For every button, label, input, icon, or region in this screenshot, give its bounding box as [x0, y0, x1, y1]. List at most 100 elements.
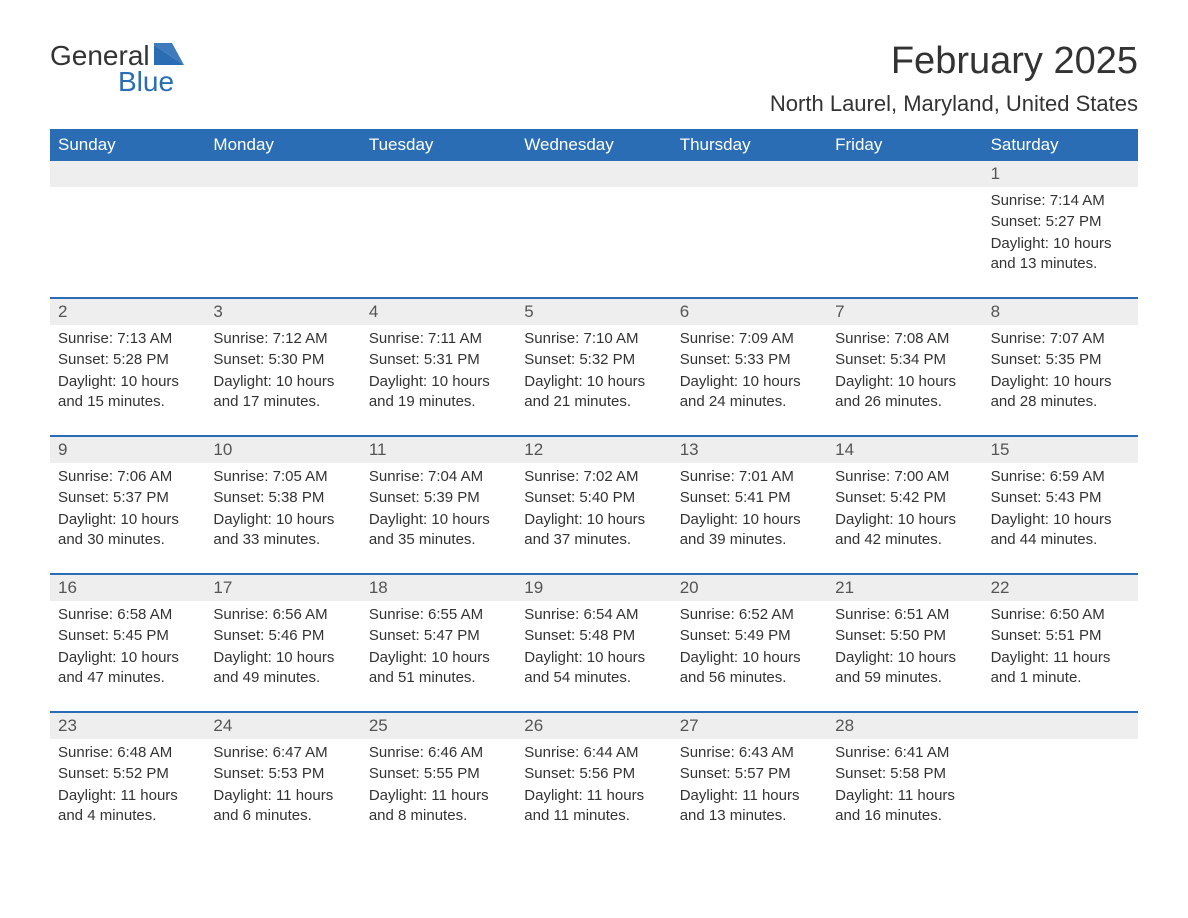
day-cell: Sunrise: 7:14 AMSunset: 5:27 PMDaylight:…: [983, 187, 1138, 297]
day-number: 26: [516, 713, 671, 739]
day-cell: Sunrise: 6:51 AMSunset: 5:50 PMDaylight:…: [827, 601, 982, 711]
day-info: Sunrise: 6:41 AMSunset: 5:58 PMDaylight:…: [835, 743, 974, 826]
daylight-text: Daylight: 11 hours and 13 minutes.: [680, 786, 819, 827]
sunset-text: Sunset: 5:49 PM: [680, 626, 819, 646]
day-cell: [361, 187, 516, 297]
day-header-wednesday: Wednesday: [516, 129, 671, 161]
sunrise-text: Sunrise: 7:06 AM: [58, 467, 197, 487]
day-info: Sunrise: 7:02 AMSunset: 5:40 PMDaylight:…: [524, 467, 663, 550]
day-cell: Sunrise: 7:08 AMSunset: 5:34 PMDaylight:…: [827, 325, 982, 435]
day-cell: Sunrise: 7:01 AMSunset: 5:41 PMDaylight:…: [672, 463, 827, 573]
day-cell: [983, 739, 1138, 849]
day-cell: Sunrise: 7:00 AMSunset: 5:42 PMDaylight:…: [827, 463, 982, 573]
day-cell: Sunrise: 7:12 AMSunset: 5:30 PMDaylight:…: [205, 325, 360, 435]
day-info: Sunrise: 6:51 AMSunset: 5:50 PMDaylight:…: [835, 605, 974, 688]
day-number: 19: [516, 575, 671, 601]
day-cell: Sunrise: 6:43 AMSunset: 5:57 PMDaylight:…: [672, 739, 827, 849]
sunset-text: Sunset: 5:53 PM: [213, 764, 352, 784]
day-cell: Sunrise: 6:47 AMSunset: 5:53 PMDaylight:…: [205, 739, 360, 849]
day-cell: Sunrise: 7:09 AMSunset: 5:33 PMDaylight:…: [672, 325, 827, 435]
sunrise-text: Sunrise: 7:10 AM: [524, 329, 663, 349]
sunset-text: Sunset: 5:28 PM: [58, 350, 197, 370]
day-number: 6: [672, 299, 827, 325]
day-number: [827, 161, 982, 187]
sunset-text: Sunset: 5:30 PM: [213, 350, 352, 370]
day-cell: Sunrise: 7:04 AMSunset: 5:39 PMDaylight:…: [361, 463, 516, 573]
day-number: 5: [516, 299, 671, 325]
sunrise-text: Sunrise: 6:47 AM: [213, 743, 352, 763]
daylight-text: Daylight: 10 hours and 13 minutes.: [991, 234, 1130, 275]
day-number: 17: [205, 575, 360, 601]
daylight-text: Daylight: 10 hours and 21 minutes.: [524, 372, 663, 413]
day-cell: Sunrise: 6:56 AMSunset: 5:46 PMDaylight:…: [205, 601, 360, 711]
day-info: Sunrise: 6:54 AMSunset: 5:48 PMDaylight:…: [524, 605, 663, 688]
day-number: 3: [205, 299, 360, 325]
day-cell: Sunrise: 6:52 AMSunset: 5:49 PMDaylight:…: [672, 601, 827, 711]
day-info: Sunrise: 7:05 AMSunset: 5:38 PMDaylight:…: [213, 467, 352, 550]
sunrise-text: Sunrise: 7:13 AM: [58, 329, 197, 349]
day-cell: Sunrise: 6:50 AMSunset: 5:51 PMDaylight:…: [983, 601, 1138, 711]
daylight-text: Daylight: 10 hours and 24 minutes.: [680, 372, 819, 413]
daylight-text: Daylight: 10 hours and 33 minutes.: [213, 510, 352, 551]
day-cell: Sunrise: 6:54 AMSunset: 5:48 PMDaylight:…: [516, 601, 671, 711]
day-cell: Sunrise: 7:05 AMSunset: 5:38 PMDaylight:…: [205, 463, 360, 573]
daylight-text: Daylight: 10 hours and 49 minutes.: [213, 648, 352, 689]
day-cell: Sunrise: 7:06 AMSunset: 5:37 PMDaylight:…: [50, 463, 205, 573]
daylight-text: Daylight: 11 hours and 1 minute.: [991, 648, 1130, 689]
day-cell: Sunrise: 6:58 AMSunset: 5:45 PMDaylight:…: [50, 601, 205, 711]
day-number: 21: [827, 575, 982, 601]
day-number: 10: [205, 437, 360, 463]
day-headers-row: Sunday Monday Tuesday Wednesday Thursday…: [50, 129, 1138, 161]
sunset-text: Sunset: 5:45 PM: [58, 626, 197, 646]
day-number: 11: [361, 437, 516, 463]
sunrise-text: Sunrise: 6:41 AM: [835, 743, 974, 763]
day-cell: Sunrise: 6:59 AMSunset: 5:43 PMDaylight:…: [983, 463, 1138, 573]
day-cell: Sunrise: 6:41 AMSunset: 5:58 PMDaylight:…: [827, 739, 982, 849]
day-cell: Sunrise: 6:55 AMSunset: 5:47 PMDaylight:…: [361, 601, 516, 711]
sunrise-text: Sunrise: 7:11 AM: [369, 329, 508, 349]
day-info: Sunrise: 7:12 AMSunset: 5:30 PMDaylight:…: [213, 329, 352, 412]
sunrise-text: Sunrise: 7:08 AM: [835, 329, 974, 349]
sunrise-text: Sunrise: 7:09 AM: [680, 329, 819, 349]
sunrise-text: Sunrise: 6:44 AM: [524, 743, 663, 763]
sunrise-text: Sunrise: 6:46 AM: [369, 743, 508, 763]
week-row: Sunrise: 6:48 AMSunset: 5:52 PMDaylight:…: [50, 739, 1138, 849]
day-cell: [827, 187, 982, 297]
day-number-row: 9101112131415: [50, 435, 1138, 463]
day-number: 12: [516, 437, 671, 463]
day-info: Sunrise: 6:47 AMSunset: 5:53 PMDaylight:…: [213, 743, 352, 826]
day-info: Sunrise: 7:04 AMSunset: 5:39 PMDaylight:…: [369, 467, 508, 550]
title-block: February 2025 North Laurel, Maryland, Un…: [770, 40, 1138, 117]
sunrise-text: Sunrise: 6:51 AM: [835, 605, 974, 625]
day-info: Sunrise: 7:14 AMSunset: 5:27 PMDaylight:…: [991, 191, 1130, 274]
day-header-tuesday: Tuesday: [361, 129, 516, 161]
day-number: 23: [50, 713, 205, 739]
day-number: 2: [50, 299, 205, 325]
day-header-friday: Friday: [827, 129, 982, 161]
sunset-text: Sunset: 5:47 PM: [369, 626, 508, 646]
sunset-text: Sunset: 5:27 PM: [991, 212, 1130, 232]
header: General Blue February 2025 North Laurel,…: [50, 40, 1138, 117]
sunrise-text: Sunrise: 6:48 AM: [58, 743, 197, 763]
sunset-text: Sunset: 5:41 PM: [680, 488, 819, 508]
daylight-text: Daylight: 10 hours and 59 minutes.: [835, 648, 974, 689]
day-cell: [672, 187, 827, 297]
day-info: Sunrise: 7:13 AMSunset: 5:28 PMDaylight:…: [58, 329, 197, 412]
day-info: Sunrise: 6:48 AMSunset: 5:52 PMDaylight:…: [58, 743, 197, 826]
daylight-text: Daylight: 11 hours and 11 minutes.: [524, 786, 663, 827]
day-header-monday: Monday: [205, 129, 360, 161]
sunset-text: Sunset: 5:51 PM: [991, 626, 1130, 646]
day-number: 14: [827, 437, 982, 463]
sunrise-text: Sunrise: 6:54 AM: [524, 605, 663, 625]
day-number-row: 2345678: [50, 297, 1138, 325]
sunrise-text: Sunrise: 6:50 AM: [991, 605, 1130, 625]
day-number: [672, 161, 827, 187]
day-info: Sunrise: 6:55 AMSunset: 5:47 PMDaylight:…: [369, 605, 508, 688]
sunrise-text: Sunrise: 6:58 AM: [58, 605, 197, 625]
sunrise-text: Sunrise: 7:12 AM: [213, 329, 352, 349]
day-number: [50, 161, 205, 187]
sunset-text: Sunset: 5:46 PM: [213, 626, 352, 646]
day-number: 20: [672, 575, 827, 601]
calendar: Sunday Monday Tuesday Wednesday Thursday…: [50, 129, 1138, 849]
sunrise-text: Sunrise: 7:07 AM: [991, 329, 1130, 349]
